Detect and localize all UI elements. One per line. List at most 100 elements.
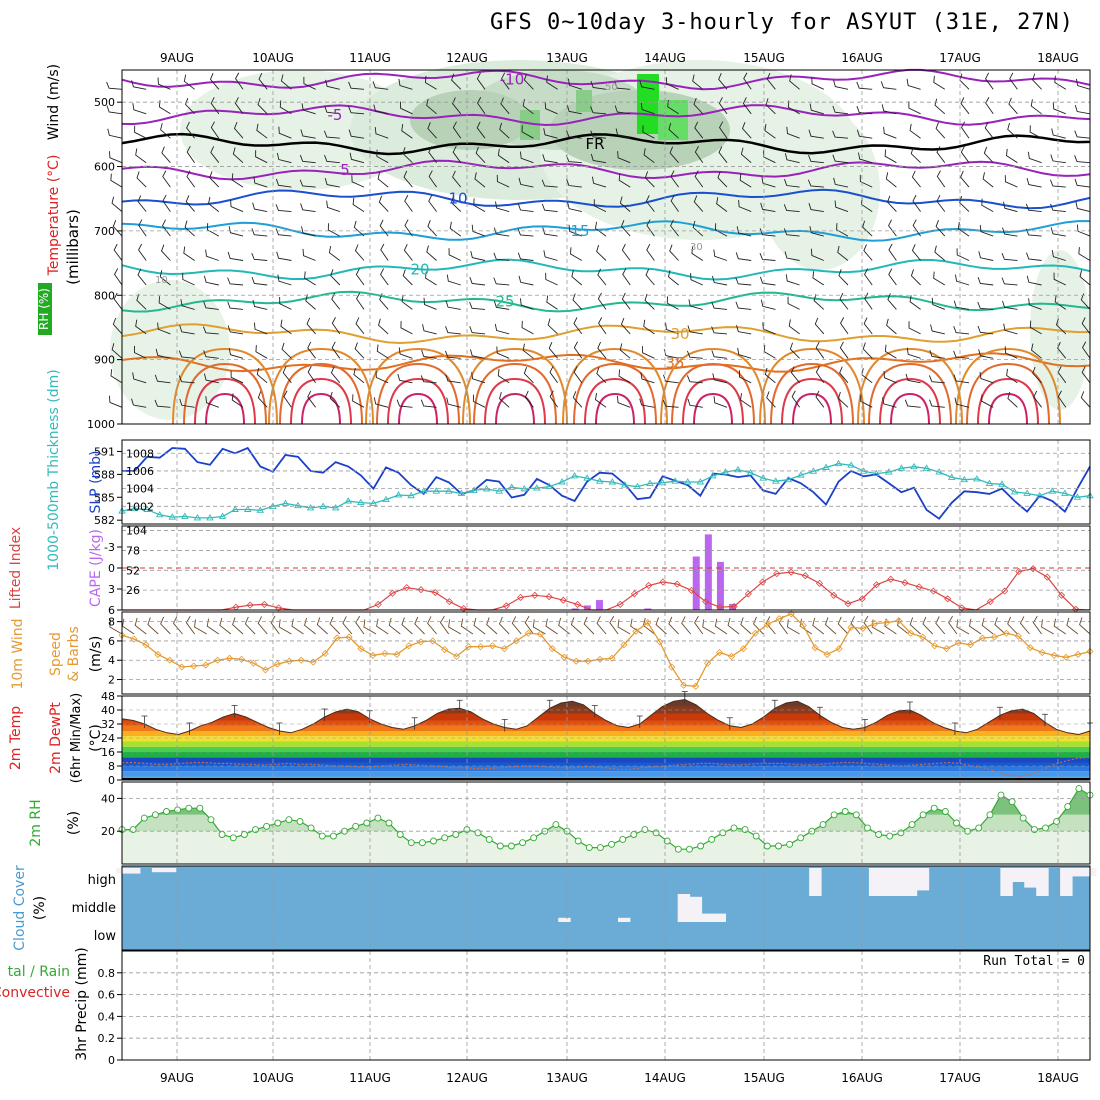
thickness-tick-label: 582	[94, 514, 115, 527]
wind-barb	[688, 299, 703, 310]
warm-contour	[682, 377, 744, 425]
wind-barb	[985, 97, 994, 115]
temp-label-a: 2m Temp	[8, 706, 24, 770]
wind-barb	[469, 326, 486, 335]
wind-barb	[711, 350, 728, 359]
wind-barb-10m	[981, 617, 994, 635]
wind-barb	[400, 321, 413, 335]
pressure-tick-label: 700	[94, 225, 115, 238]
cloud-high-bar	[1072, 868, 1085, 877]
wind10m-point	[620, 641, 628, 649]
wind-barb	[179, 398, 195, 408]
temp-band	[122, 757, 1090, 763]
wind-barb	[544, 101, 558, 115]
wind-barb-10m	[355, 615, 365, 635]
thickness-point	[658, 478, 667, 486]
wind-barb	[621, 243, 631, 261]
warm-contour	[484, 377, 546, 425]
rh-point	[1030, 826, 1038, 834]
li-axis-label: Lifted Index	[8, 527, 24, 609]
cloud-high-bar	[1036, 868, 1049, 896]
wind-barb	[275, 178, 292, 188]
wind-barb	[1050, 203, 1066, 213]
temp-minmax-bar	[321, 708, 328, 721]
thickness-point	[709, 472, 717, 479]
wind-barb	[300, 203, 316, 213]
wind-barb	[545, 272, 558, 286]
wind-barb	[331, 317, 341, 335]
rh-point	[574, 837, 582, 845]
wind-barb	[203, 301, 219, 310]
wind-barb	[353, 367, 365, 384]
wind-barb	[113, 243, 123, 261]
wind-barb	[1079, 270, 1091, 286]
wind-barb-10m	[448, 619, 462, 635]
wind-barb	[666, 296, 679, 310]
wind-barb	[766, 72, 776, 90]
wind-barb	[428, 170, 437, 188]
wind-barb	[1055, 318, 1067, 335]
rh-point	[864, 824, 871, 832]
wind10m-point	[214, 656, 222, 664]
cloud-middle-bar	[689, 896, 703, 922]
wind10m-point	[954, 639, 963, 647]
li-point	[374, 600, 382, 608]
wind10m-point	[787, 610, 795, 618]
bottom-date-label: 11AUG	[349, 1071, 391, 1085]
wind-barb	[740, 393, 752, 408]
wind-barb	[786, 126, 800, 139]
wind-barb	[888, 243, 897, 261]
wind-barb	[837, 245, 849, 261]
wind-barb	[469, 276, 486, 286]
thickness-point	[746, 468, 755, 476]
thickness-point	[558, 478, 566, 485]
wind10m-point	[333, 634, 341, 642]
wind-barb-10m	[694, 615, 704, 635]
wind-barb	[348, 129, 365, 139]
wind-barb	[186, 145, 195, 163]
rh-point	[786, 840, 794, 848]
rh-point	[641, 826, 649, 834]
wind-barb	[376, 149, 389, 164]
wind-barb	[864, 268, 873, 286]
cape-tick-label: 78	[126, 544, 140, 557]
wind-barb-10m	[558, 617, 570, 635]
slp-line	[122, 446, 1091, 520]
cloud-middle-bar	[677, 894, 691, 922]
wind-barb	[884, 344, 897, 359]
wind-barb	[1078, 247, 1091, 261]
wind10m-point	[1038, 648, 1046, 657]
wind-barb-10m	[824, 617, 837, 635]
wind10m-point	[823, 650, 831, 659]
wind-barb	[880, 81, 897, 90]
wind-tick-label: 8	[108, 616, 115, 629]
rh-point	[897, 829, 905, 837]
wind-barb	[694, 170, 704, 188]
wind-barb	[832, 154, 849, 164]
thickness-point	[646, 479, 654, 486]
dewpoint-line	[122, 756, 1091, 778]
wind-barb	[493, 252, 510, 261]
rh-point	[1042, 824, 1049, 832]
cape-tick-label: 52	[126, 564, 140, 577]
warm-contour	[279, 362, 363, 425]
thickness-point	[168, 513, 177, 520]
bottom-date-label: 14AUG	[644, 1071, 686, 1085]
wind-barb-10m	[1066, 617, 1079, 635]
wind-barb	[934, 98, 946, 115]
wind-barb	[978, 349, 994, 359]
thickness-point	[1073, 493, 1082, 500]
rh-point	[663, 837, 671, 845]
wind-barb	[522, 99, 534, 115]
wind-barb	[445, 300, 461, 310]
warm-contour	[955, 347, 1061, 425]
temp-minmax-bar	[636, 715, 643, 728]
rh2m-unit-label: (%)	[66, 811, 82, 835]
thickness-point	[369, 499, 378, 506]
wind-barb	[517, 203, 534, 213]
top-date-label: 15AUG	[743, 51, 785, 65]
rh-point	[652, 829, 660, 837]
wind10m-point	[799, 621, 807, 630]
wind10m-point	[225, 654, 234, 662]
wind-barb-10m	[134, 617, 147, 635]
